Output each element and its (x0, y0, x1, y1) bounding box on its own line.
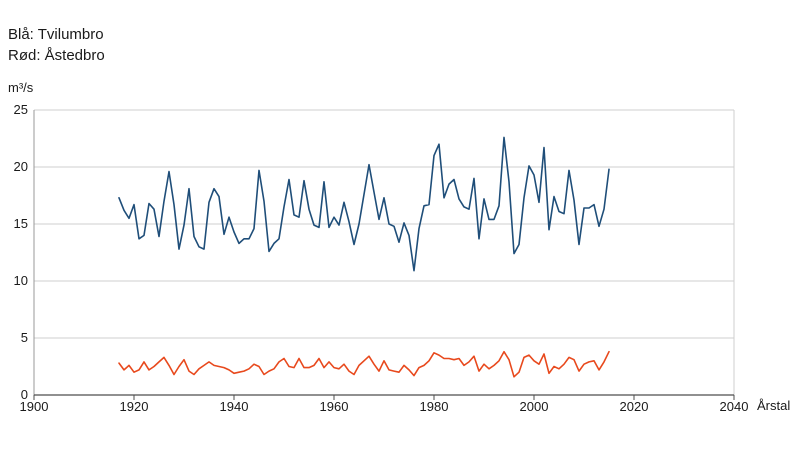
legend-blue-label: Blå: Tvilumbro (8, 26, 104, 43)
series-line-tvilumbro (118, 136, 610, 272)
y-tick-label-20: 20 (14, 159, 28, 174)
y-tick-label-10: 10 (14, 273, 28, 288)
legend: Blå: Tvilumbro Rød: Åstedbro (8, 24, 105, 66)
tick-labels: 0 5 10 15 20 25 1900 1920 1940 1960 1980 2000 2020 20… (14, 102, 749, 414)
x-tick-label-1960: 1960 (320, 399, 349, 414)
x-tick-label-1900: 1900 (20, 399, 49, 414)
legend-red-label: Rød: Åstedbro (8, 47, 105, 64)
y-tick-label-25: 25 (14, 102, 28, 117)
x-tick-label-1980: 1980 (420, 399, 449, 414)
x-tick-label-2000: 2000 (520, 399, 549, 414)
series-line--stedbro (118, 350, 610, 378)
y-tick-label-15: 15 (14, 216, 28, 231)
y-axis-title: m³/s (8, 80, 34, 95)
x-tick-label-2020: 2020 (620, 399, 649, 414)
y-tick-label-5: 5 (21, 330, 28, 345)
series-lines (118, 136, 610, 378)
x-tick-label-1940: 1940 (220, 399, 249, 414)
grid-lines (34, 109, 734, 339)
y-tick-label-0: 0 (21, 387, 28, 402)
x-tick-label-2040: 2040 (720, 399, 749, 414)
x-tick-label-1920: 1920 (120, 399, 149, 414)
axes (33, 110, 735, 400)
x-axis-title: Årstal (757, 398, 790, 413)
